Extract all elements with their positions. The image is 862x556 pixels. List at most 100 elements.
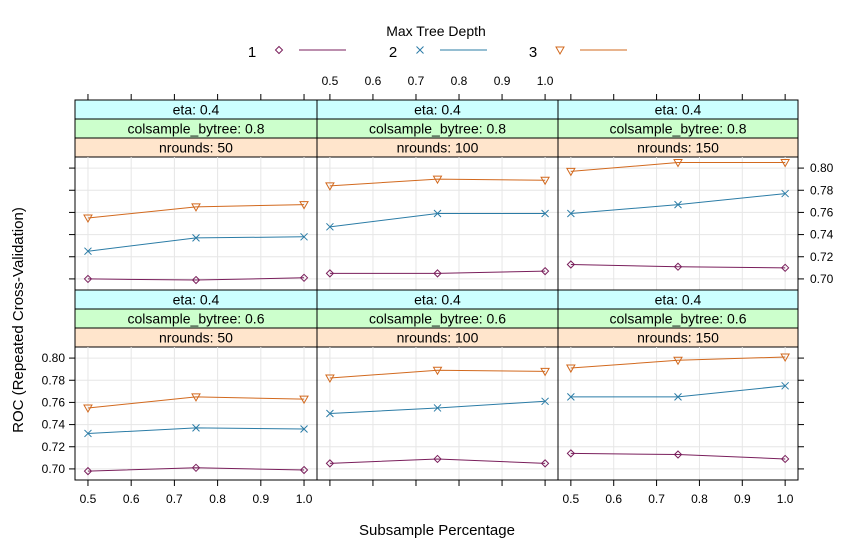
data-point-3 bbox=[432, 366, 443, 376]
y-tick-label: 0.70 bbox=[810, 272, 834, 286]
strip-label: nrounds: 150 bbox=[637, 330, 719, 346]
data-point-1 bbox=[83, 466, 93, 476]
panel: eta: 0.4 colsample_bytree: 0.8 nrounds: 15… bbox=[557, 99, 799, 291]
data-point-3 bbox=[191, 393, 201, 402]
y-tick-label: 0.80 bbox=[42, 351, 66, 365]
strip-label: eta: 0.4 bbox=[414, 292, 461, 308]
y-tick-label: 0.76 bbox=[42, 395, 66, 409]
series-line-3 bbox=[329, 178, 546, 187]
strip-label: eta: 0.4 bbox=[414, 102, 461, 118]
y-tick-label: 0.76 bbox=[810, 205, 834, 219]
data-point-3 bbox=[325, 182, 335, 191]
data-point-2 bbox=[192, 234, 200, 242]
series-line-1 bbox=[329, 458, 546, 464]
data-point-1 bbox=[325, 269, 335, 278]
strip-label: colsample_bytree: 0.6 bbox=[369, 311, 506, 327]
data-point-3 bbox=[299, 395, 309, 405]
data-point-2 bbox=[433, 404, 442, 412]
data-point-1 bbox=[433, 269, 442, 278]
data-point-2 bbox=[567, 393, 575, 401]
panels: eta: 0.4 colsample_bytree: 0.8 nrounds: 50… bbox=[74, 99, 799, 481]
x-tick-label: 0.8 bbox=[451, 74, 468, 88]
x-tick-label: 0.5 bbox=[322, 74, 339, 88]
series-line-3 bbox=[87, 396, 305, 409]
legend-label: 3 bbox=[529, 44, 537, 61]
strip-label: colsample_bytree: 0.8 bbox=[610, 121, 747, 137]
data-point-1 bbox=[780, 263, 790, 273]
data-point-1 bbox=[433, 454, 442, 464]
data-point-2 bbox=[541, 209, 549, 218]
data-point-1 bbox=[540, 266, 550, 276]
strip-label: nrounds: 100 bbox=[397, 330, 479, 346]
x-tick-label: 0.8 bbox=[209, 492, 226, 506]
panel: eta: 0.4 colsample_bytree: 0.8 nrounds: 10… bbox=[316, 99, 559, 291]
axes: 0.5 0.6 0.7 0.8 0.9 1.0 0.70 0.72 0.74 0.76 0.78 0.… bbox=[42, 74, 834, 506]
x-tick-label: 0.6 bbox=[365, 74, 382, 88]
data-point-3 bbox=[565, 167, 576, 177]
x-tick-label: 0.8 bbox=[691, 492, 708, 506]
data-point-2 bbox=[781, 189, 789, 198]
series-line-1 bbox=[570, 452, 786, 460]
strip-label: eta: 0.4 bbox=[173, 102, 220, 118]
data-point-2 bbox=[300, 425, 308, 433]
data-point-2 bbox=[300, 232, 308, 241]
x-tick-label: 1.0 bbox=[777, 492, 794, 506]
strip-label: colsample_bytree: 0.6 bbox=[610, 311, 747, 327]
series-line-3 bbox=[570, 356, 786, 369]
series-line-1 bbox=[329, 270, 546, 274]
data-point-1 bbox=[299, 465, 309, 475]
x-tick-label: 0.9 bbox=[252, 492, 269, 506]
series-line-3 bbox=[329, 369, 546, 379]
x-tick-label: 0.7 bbox=[166, 492, 183, 506]
data-point-3 bbox=[540, 176, 550, 186]
y-tick-label: 0.80 bbox=[810, 161, 834, 175]
x-tick-label: 0.7 bbox=[648, 492, 665, 506]
series-line-1 bbox=[87, 277, 305, 281]
data-point-2 bbox=[326, 409, 334, 418]
data-point-2 bbox=[433, 209, 442, 218]
legend-label: 2 bbox=[389, 44, 397, 61]
strip-label: colsample_bytree: 0.8 bbox=[369, 121, 506, 137]
data-point-3 bbox=[191, 203, 201, 212]
panel: eta: 0.4 colsample_bytree: 0.6 nrounds: 50 bbox=[74, 289, 318, 481]
data-point-3 bbox=[780, 159, 791, 168]
data-point-1 bbox=[566, 449, 576, 458]
data-point-1 bbox=[673, 450, 683, 459]
panel: eta: 0.4 colsample_bytree: 0.6 nrounds: 10… bbox=[316, 289, 559, 481]
series-line-2 bbox=[570, 193, 786, 215]
data-point-1 bbox=[566, 260, 576, 269]
strip-label: nrounds: 100 bbox=[397, 140, 479, 156]
x-tick-label: 0.6 bbox=[123, 492, 140, 506]
legend-label: 1 bbox=[248, 44, 256, 61]
legend-marker bbox=[416, 46, 424, 54]
y-axis-label: ROC (Repeated Cross-Validation) bbox=[10, 207, 27, 433]
data-point-3 bbox=[83, 404, 93, 413]
data-point-1 bbox=[299, 273, 309, 283]
panel-frame bbox=[557, 289, 799, 481]
legend-marker bbox=[555, 46, 565, 56]
data-point-2 bbox=[84, 247, 92, 256]
y-tick-label: 0.78 bbox=[810, 183, 834, 197]
data-point-2 bbox=[192, 424, 200, 432]
x-axis-label: Subsample Percentage bbox=[359, 522, 515, 539]
y-tick-label: 0.74 bbox=[42, 418, 66, 432]
data-point-3 bbox=[540, 367, 550, 377]
series-line-2 bbox=[87, 236, 305, 252]
strip-label: nrounds: 50 bbox=[159, 140, 233, 156]
x-tick-label: 1.0 bbox=[296, 492, 313, 506]
data-point-1 bbox=[780, 454, 790, 464]
strip-label: eta: 0.4 bbox=[655, 102, 702, 118]
strip-label: colsample_bytree: 0.6 bbox=[128, 311, 265, 327]
data-point-2 bbox=[541, 397, 549, 406]
series-line-2 bbox=[87, 427, 305, 434]
strip-label: nrounds: 150 bbox=[637, 140, 719, 156]
strip-label: eta: 0.4 bbox=[655, 292, 702, 308]
data-point-1 bbox=[83, 274, 93, 284]
strip-label: nrounds: 50 bbox=[159, 330, 233, 346]
data-point-1 bbox=[325, 459, 335, 468]
x-tick-label: 0.5 bbox=[80, 492, 97, 506]
x-tick-label: 0.9 bbox=[494, 74, 511, 88]
legend: 1 2 3 bbox=[248, 44, 627, 61]
